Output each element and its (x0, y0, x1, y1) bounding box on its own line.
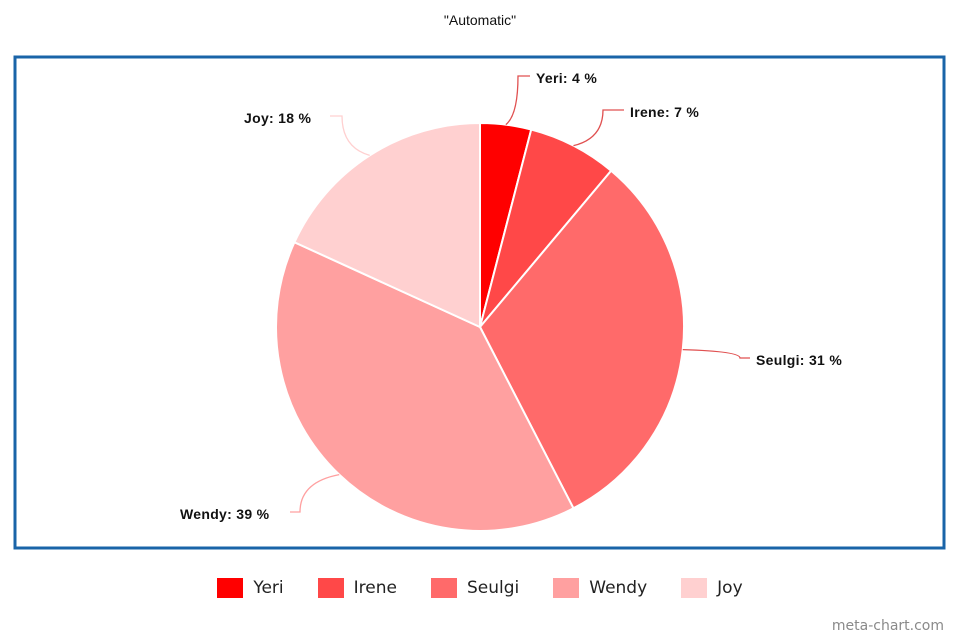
legend-item-joy[interactable]: Joy (681, 578, 743, 598)
legend-label: Joy (717, 578, 743, 598)
slice-labels: Yeri: 4 % Irene: 7 % Seulgi: 31 % Wendy: 39… (180, 70, 842, 522)
leader-line-yeri (505, 75, 530, 126)
legend-swatch (430, 578, 457, 598)
legend-swatch (681, 578, 708, 598)
legend-label: Irene (353, 578, 397, 598)
legend-item-irene[interactable]: Irene (317, 578, 397, 598)
legend-swatch (317, 578, 344, 598)
pie-slices (275, 121, 685, 532)
legend-label: Wendy (589, 578, 648, 598)
slice-label-seulgi: Seulgi: 31 % (756, 352, 842, 368)
leader-line-irene (573, 109, 624, 147)
legend-item-seulgi[interactable]: Seulgi (430, 578, 520, 598)
watermark: meta-chart.com (831, 618, 944, 634)
legend-item-yeri[interactable]: Yeri (217, 578, 284, 598)
leader-line-seulgi (682, 348, 750, 359)
slice-label-joy: Joy: 18 % (244, 110, 312, 126)
legend-item-wendy[interactable]: Wendy (553, 578, 647, 598)
leader-lines (290, 75, 750, 513)
legend: Yeri Irene Seulgi Wendy Joy (0, 578, 960, 598)
chart-frame (13, 55, 946, 550)
leader-line-joy (330, 115, 370, 157)
legend-swatch (553, 578, 580, 598)
pie-slice-wendy[interactable] (275, 240, 575, 532)
slice-label-wendy: Wendy: 39 % (180, 506, 270, 522)
chart-title: "Automatic" (443, 12, 517, 28)
legend-label: Yeri (253, 578, 284, 598)
legend-swatch (217, 578, 244, 598)
slice-label-irene: Irene: 7 % (630, 104, 699, 120)
leader-line-wendy (290, 474, 340, 513)
slice-label-yeri: Yeri: 4 % (536, 70, 597, 86)
legend-label: Seulgi (466, 578, 520, 598)
